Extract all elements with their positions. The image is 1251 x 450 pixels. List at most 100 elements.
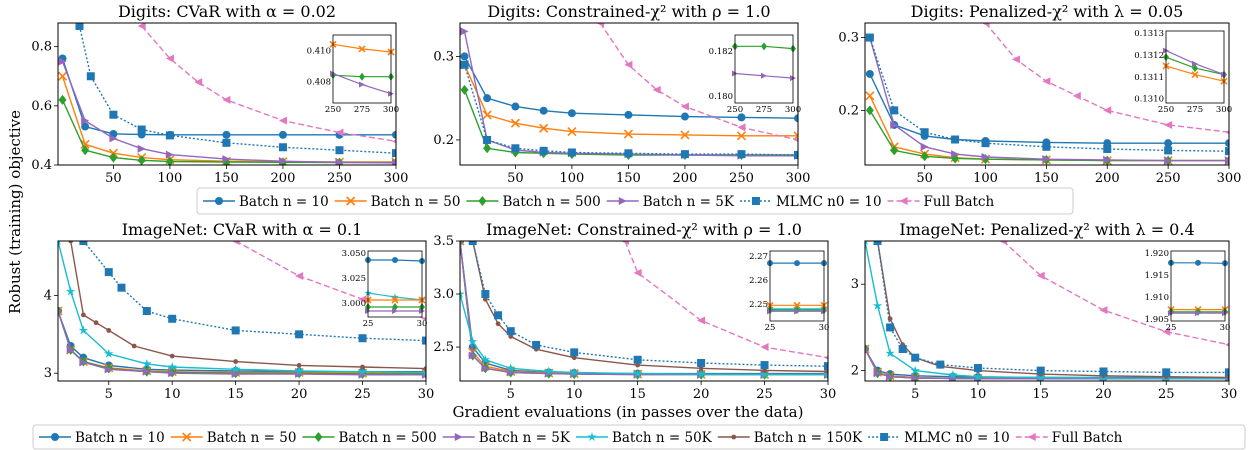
series-line-b50k <box>58 241 426 374</box>
series-point-b500 <box>109 152 118 163</box>
panel-title: Digits: CVaR with α = 0.02 <box>118 2 336 21</box>
inset-point-b5k <box>1192 60 1198 67</box>
inset-point-b50 <box>1191 71 1199 79</box>
series-point-b10 <box>865 69 874 78</box>
series-point-b10 <box>1225 139 1229 148</box>
inset-y-tick-label: 1.915 <box>1145 271 1169 281</box>
series-point-b50k <box>948 370 958 379</box>
panel-frame <box>57 240 427 382</box>
legend-label-b5k: Batch n = 5K <box>643 194 735 210</box>
series-point-b5k <box>1042 155 1051 164</box>
inset-frame <box>332 34 392 104</box>
series-line-mlmc <box>876 241 1229 374</box>
panel-title: Digits: Constrained-χ² with ρ = 1.0 <box>487 2 770 21</box>
series-line-b50k <box>865 241 1229 380</box>
series-point-b10 <box>1164 139 1173 148</box>
panel-frame <box>864 22 1230 166</box>
series-point-b50k <box>569 367 579 377</box>
x-tick-label: 100 <box>973 171 998 186</box>
series-point-mlmc <box>392 149 396 158</box>
series-point-mlmc <box>1042 142 1051 151</box>
series-point-b500 <box>483 143 492 154</box>
x-tick-label: 25 <box>354 387 371 402</box>
series-point-b10 <box>460 52 469 61</box>
series-point-mlmc <box>865 33 874 42</box>
series-point-b5k <box>1164 156 1173 165</box>
legend-marker-b50 <box>182 432 192 442</box>
series-point-b5k <box>920 142 929 151</box>
series-point-full <box>1164 120 1173 129</box>
inset-point-b5k <box>761 72 767 79</box>
x-tick-label: 250 <box>327 171 352 186</box>
inset-x-tick-label: 300 <box>785 105 801 115</box>
legend-label-b50: Batch n = 50 <box>207 430 297 446</box>
series-point-mlmc <box>506 327 515 336</box>
series-point-full <box>1036 271 1045 280</box>
x-tick-label: 25 <box>1158 387 1175 402</box>
series-point-b50 <box>460 241 465 246</box>
legend-marker-full <box>1027 433 1036 441</box>
series-point-b500 <box>81 145 90 156</box>
series-point-full <box>633 268 642 277</box>
series-point-b150k <box>360 364 365 370</box>
inset-point-b5k <box>392 308 398 314</box>
legend-box <box>32 424 1246 450</box>
series-point-mlmc <box>481 290 490 299</box>
legend-marker-b500 <box>314 432 323 442</box>
panel-frame <box>864 240 1230 382</box>
series-line-b5k <box>58 310 426 376</box>
series-point-b5k <box>468 351 477 360</box>
series-point-b50 <box>539 123 549 133</box>
series-point-b5k <box>890 120 899 129</box>
series-point-mlmc <box>624 149 633 158</box>
inset-x-tick-label: 30 <box>1220 323 1231 333</box>
series-point-b5k <box>951 150 960 159</box>
inset-x-tick-label: 275 <box>756 105 772 115</box>
x-tick-label: 200 <box>1095 171 1120 186</box>
series-point-mlmc <box>117 283 126 292</box>
series-point-mlmc <box>1036 366 1045 375</box>
series-point-mlmc <box>886 323 895 332</box>
series-point-mlmc <box>511 144 520 153</box>
series-point-b50k <box>142 358 152 368</box>
inset-4: 25 30 3.000 3.025 3.050 <box>342 249 428 329</box>
series-point-mlmc <box>680 150 689 159</box>
y-tick-label: 3.0 <box>433 287 454 302</box>
legend-label-mlmc: MLMC n0 = 10 <box>776 194 882 210</box>
series-point-b50k <box>872 300 883 310</box>
inset-point-b10 <box>392 257 398 263</box>
series-point-b50k <box>544 366 554 376</box>
series-point-full <box>335 128 344 137</box>
series-point-mlmc <box>109 110 118 119</box>
series-point-mlmc <box>898 345 907 354</box>
series-point-b500 <box>165 156 174 165</box>
inset-y-tick-label: 0.410 <box>307 46 331 56</box>
series-point-mlmc <box>86 72 95 81</box>
y-tick-label: 3 <box>44 366 52 381</box>
x-tick-label: 20 <box>1095 387 1112 402</box>
series-point-mlmc <box>142 307 151 315</box>
legend-marker-mlmc <box>751 197 760 205</box>
series-point-mlmc <box>539 146 548 155</box>
x-tick-label: 100 <box>157 171 182 186</box>
series-point-b150k <box>423 366 426 371</box>
inset-y-tick-label: 2.25 <box>749 300 768 310</box>
series-line-b150k <box>472 241 828 373</box>
series-point-mlmc <box>278 143 287 152</box>
series-point-b5k <box>142 367 151 376</box>
series-point-b50k <box>506 363 516 373</box>
inset-y-tick-label: 0.180 <box>709 92 733 102</box>
y-tick-label: 3.5 <box>433 234 454 249</box>
series-point-mlmc <box>358 334 367 343</box>
legend-label-full: Full Batch <box>1052 430 1123 446</box>
series-point-full <box>760 343 769 352</box>
series-point-full <box>794 137 798 142</box>
inset-y-tick-label: 2.26 <box>749 276 768 286</box>
series-point-b50 <box>865 344 870 354</box>
x-tick-label: 30 <box>820 387 837 402</box>
inset-1: 250 275 300 0.408 0.410 <box>307 34 399 115</box>
series-point-mlmc <box>760 361 769 370</box>
series-point-mlmc <box>168 314 177 323</box>
x-tick-label: 150 <box>214 171 239 186</box>
